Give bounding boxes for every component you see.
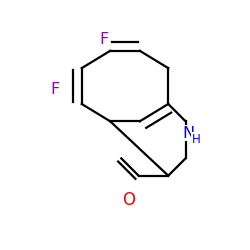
Text: O: O xyxy=(122,192,135,210)
Text: F: F xyxy=(50,82,59,97)
Text: F: F xyxy=(99,32,108,47)
Text: H: H xyxy=(192,133,200,146)
Text: N: N xyxy=(182,126,194,141)
